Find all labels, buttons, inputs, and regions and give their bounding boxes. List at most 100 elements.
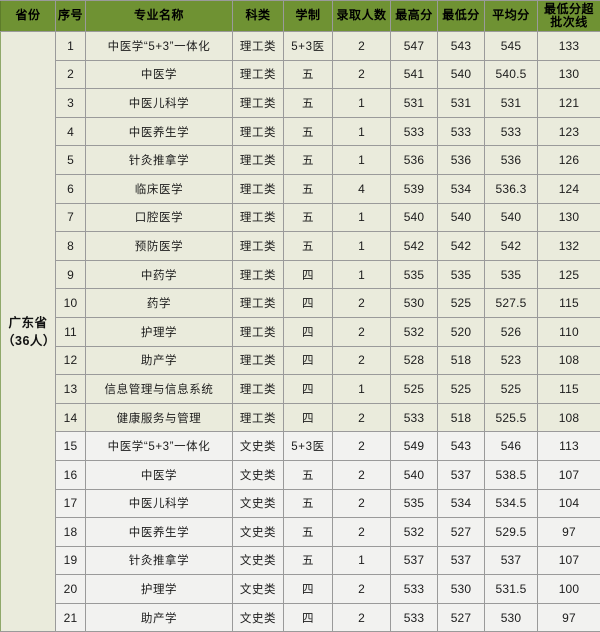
- cell-lowest-score: 533: [438, 117, 485, 146]
- cell-highest-score: 535: [391, 260, 438, 289]
- header-lowest-score: 最低分: [438, 1, 485, 32]
- cell-highest-score: 539: [391, 174, 438, 203]
- cell-highest-score: 549: [391, 432, 438, 461]
- cell-above-batch-line: 104: [538, 489, 600, 518]
- cell-enrolled-count: 2: [333, 317, 391, 346]
- cell-enrolled-count: 2: [333, 403, 391, 432]
- province-name: 广东省: [2, 314, 54, 332]
- cell-category: 理工类: [233, 117, 284, 146]
- cell-above-batch-line: 115: [538, 375, 600, 404]
- cell-above-batch-line: 124: [538, 174, 600, 203]
- cell-lowest-score: 536: [438, 146, 485, 175]
- cell-row-index: 7: [56, 203, 86, 232]
- cell-lowest-score: 527: [438, 518, 485, 547]
- cell-category: 理工类: [233, 403, 284, 432]
- cell-row-index: 18: [56, 518, 86, 547]
- cell-lowest-score: 534: [438, 489, 485, 518]
- cell-category: 理工类: [233, 375, 284, 404]
- cell-average-score: 523: [485, 346, 538, 375]
- cell-study-system: 五: [284, 203, 333, 232]
- cell-category: 理工类: [233, 346, 284, 375]
- cell-major-name: 中医养生学: [86, 518, 233, 547]
- cell-highest-score: 528: [391, 346, 438, 375]
- cell-enrolled-count: 1: [333, 546, 391, 575]
- cell-category: 理工类: [233, 203, 284, 232]
- cell-enrolled-count: 2: [333, 60, 391, 89]
- cell-study-system: 五: [284, 174, 333, 203]
- cell-row-index: 16: [56, 460, 86, 489]
- header-highest-score: 最高分: [391, 1, 438, 32]
- cell-above-batch-line: 107: [538, 546, 600, 575]
- cell-highest-score: 525: [391, 375, 438, 404]
- cell-above-batch-line: 133: [538, 32, 600, 61]
- cell-above-batch-line: 132: [538, 232, 600, 261]
- cell-row-index: 20: [56, 575, 86, 604]
- province-cell: 广东省（36人）: [1, 32, 56, 632]
- cell-study-system: 五: [284, 60, 333, 89]
- cell-enrolled-count: 2: [333, 575, 391, 604]
- cell-average-score: 531.5: [485, 575, 538, 604]
- cell-lowest-score: 537: [438, 546, 485, 575]
- cell-lowest-score: 525: [438, 375, 485, 404]
- cell-major-name: 信息管理与信息系统: [86, 375, 233, 404]
- cell-highest-score: 535: [391, 489, 438, 518]
- header-row: 省份 序号 专业名称 科类 学制 录取人数 最高分 最低分 平均分 最低分超批次…: [1, 1, 600, 32]
- cell-average-score: 527.5: [485, 289, 538, 318]
- cell-row-index: 12: [56, 346, 86, 375]
- cell-enrolled-count: 2: [333, 489, 391, 518]
- cell-study-system: 五: [284, 518, 333, 547]
- cell-average-score: 540: [485, 203, 538, 232]
- cell-highest-score: 532: [391, 518, 438, 547]
- cell-study-system: 5+3医: [284, 32, 333, 61]
- cell-average-score: 534.5: [485, 489, 538, 518]
- cell-above-batch-line: 107: [538, 460, 600, 489]
- cell-enrolled-count: 2: [333, 460, 391, 489]
- cell-category: 理工类: [233, 174, 284, 203]
- cell-average-score: 540.5: [485, 60, 538, 89]
- cell-row-index: 21: [56, 603, 86, 632]
- cell-above-batch-line: 110: [538, 317, 600, 346]
- cell-major-name: 中药学: [86, 260, 233, 289]
- cell-lowest-score: 527: [438, 603, 485, 632]
- cell-average-score: 546: [485, 432, 538, 461]
- cell-highest-score: 547: [391, 32, 438, 61]
- cell-average-score: 530: [485, 603, 538, 632]
- cell-enrolled-count: 1: [333, 117, 391, 146]
- cell-major-name: 护理学: [86, 317, 233, 346]
- cell-lowest-score: 542: [438, 232, 485, 261]
- cell-average-score: 525.5: [485, 403, 538, 432]
- cell-average-score: 538.5: [485, 460, 538, 489]
- cell-major-name: 预防医学: [86, 232, 233, 261]
- cell-row-index: 4: [56, 117, 86, 146]
- cell-highest-score: 533: [391, 603, 438, 632]
- cell-highest-score: 533: [391, 117, 438, 146]
- cell-row-index: 6: [56, 174, 86, 203]
- cell-enrolled-count: 2: [333, 289, 391, 318]
- cell-major-name: 针灸推拿学: [86, 546, 233, 575]
- cell-above-batch-line: 97: [538, 603, 600, 632]
- cell-enrolled-count: 4: [333, 174, 391, 203]
- cell-enrolled-count: 2: [333, 518, 391, 547]
- cell-lowest-score: 543: [438, 32, 485, 61]
- cell-row-index: 19: [56, 546, 86, 575]
- cell-major-name: 护理学: [86, 575, 233, 604]
- cell-study-system: 五: [284, 460, 333, 489]
- cell-average-score: 529.5: [485, 518, 538, 547]
- cell-lowest-score: 540: [438, 203, 485, 232]
- cell-enrolled-count: 2: [333, 346, 391, 375]
- cell-enrolled-count: 1: [333, 89, 391, 118]
- table-header: 省份 序号 专业名称 科类 学制 录取人数 最高分 最低分 平均分 最低分超批次…: [1, 1, 600, 32]
- cell-average-score: 526: [485, 317, 538, 346]
- cell-row-index: 13: [56, 375, 86, 404]
- cell-category: 文史类: [233, 489, 284, 518]
- cell-major-name: 助产学: [86, 346, 233, 375]
- cell-lowest-score: 518: [438, 403, 485, 432]
